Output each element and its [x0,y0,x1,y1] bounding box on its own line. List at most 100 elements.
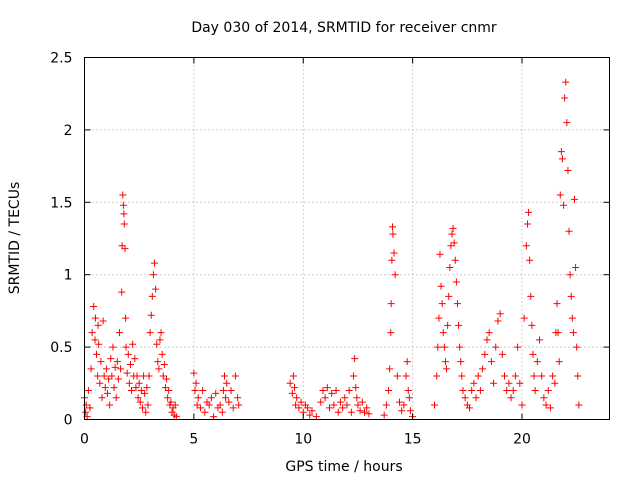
data-point [437,282,445,290]
data-point [400,401,408,409]
data-point [336,398,344,406]
data-point [435,314,443,322]
y-tick-label: 1.5 [50,195,72,211]
data-point [117,365,125,373]
data-point [330,401,338,409]
data-point [193,401,201,409]
y-axis-label: SRMTID / TECUs [7,182,23,295]
data-point [212,389,220,397]
data-point [119,191,127,199]
data-point [221,372,228,380]
data-point [216,401,224,409]
data-point [450,239,458,247]
data-point [485,329,493,337]
data-point [210,413,218,421]
data-point [154,358,162,366]
data-point [574,372,582,380]
data-point [152,285,160,293]
data-point [146,329,154,337]
data-point [172,413,180,421]
data-point [538,372,546,380]
data-point [207,394,215,402]
data-point [496,310,504,318]
data-point [100,372,108,380]
plot-frame [84,57,610,420]
data-point [234,394,242,402]
data-point [566,271,574,279]
data-point [514,343,522,351]
data-point [164,394,172,402]
data-point [490,379,498,387]
data-point [143,384,151,392]
data-point [227,387,235,395]
data-point [563,119,571,127]
data-point [389,223,396,231]
data-point [94,372,102,380]
data-point [113,358,121,366]
data-point [459,387,467,395]
data-point [347,408,355,416]
data-point [380,411,388,419]
data-point [540,394,548,402]
data-point [498,350,506,358]
data-point [501,372,508,380]
data-point [218,408,226,416]
data-point [326,404,333,412]
data-point [405,394,413,402]
data-point [219,387,227,395]
data-point [431,401,438,409]
data-point [332,387,340,395]
data-point [118,242,126,250]
data-point [436,250,444,258]
data-point [111,363,119,371]
data-point [151,259,158,267]
data-point [446,263,454,271]
data-point [363,404,371,412]
data-point [458,372,466,380]
data-point [386,365,394,373]
data-point [155,365,163,373]
data-point [404,387,412,395]
data-point [567,292,575,300]
data-point [351,355,359,363]
data-point [91,336,99,344]
data-point [192,379,200,387]
data-point [87,365,95,373]
grid-lines [84,57,610,420]
x-tick-label: 5 [189,432,198,448]
data-point [549,372,557,380]
data-point [356,407,364,415]
data-point [321,394,329,402]
data-point [455,321,463,329]
data-point [546,404,554,412]
data-point [456,343,464,351]
data-point [402,372,410,380]
data-point [445,292,453,300]
data-point [474,372,482,380]
data-point [569,329,577,337]
data-point [293,394,301,402]
data-point [354,401,362,409]
data-point [149,271,157,279]
data-point [86,404,94,412]
x-tick-label: 15 [404,432,422,448]
data-point [393,372,401,380]
data-point [102,365,110,373]
data-point [82,408,90,416]
data-point [461,394,469,402]
data-point [114,375,122,383]
data-point [398,407,406,415]
data-point [93,350,101,358]
data-point [312,413,320,421]
data-point [390,249,398,257]
data-point [526,256,534,264]
data-point [199,387,207,395]
y-tick-label: 2.5 [50,51,72,67]
data-point [572,263,580,271]
data-point [448,230,456,238]
data-point [231,372,239,380]
data-point [470,379,478,387]
data-point [561,94,569,102]
data-point [194,394,202,402]
data-point [343,401,351,409]
